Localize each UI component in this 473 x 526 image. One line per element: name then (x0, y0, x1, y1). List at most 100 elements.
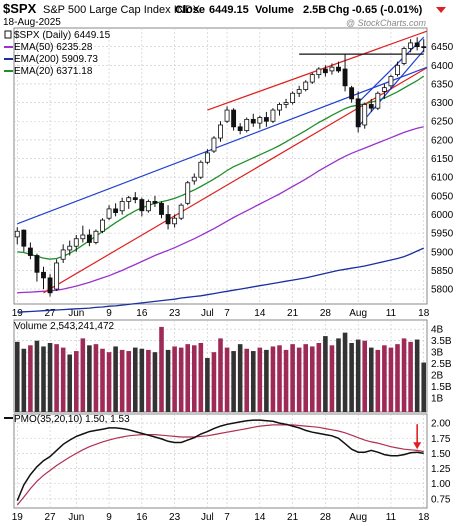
volume-bar (382, 345, 387, 412)
volume-y-tick-label: 1B (431, 394, 444, 405)
x-tick-label: Jul (201, 308, 214, 319)
candle-body (139, 199, 145, 212)
volume-bar (244, 348, 250, 412)
price-y-tick-label: 6450 (431, 42, 454, 53)
arrow-head-icon (413, 442, 422, 450)
candle-body (126, 197, 132, 202)
volume-bar (277, 345, 282, 412)
candle-body (408, 42, 414, 49)
volume-bar (401, 338, 407, 412)
trendline-blue (17, 66, 427, 225)
volume-bar (165, 349, 171, 412)
header-name: S&P 500 Large Cap Index INDX (43, 4, 201, 16)
price-y-tick-label: 6000 (431, 210, 454, 221)
header-chg-value: -0.65 (-0.01%) (352, 4, 423, 16)
x-tick-label: 16 (136, 512, 148, 523)
price-y-tick-label: 6100 (431, 173, 454, 184)
volume-bar (388, 347, 394, 412)
price-y-tick-label: 6350 (431, 79, 454, 90)
pmo-y-tick-label: 1.50 (431, 449, 451, 460)
volume-bar (329, 345, 335, 412)
price-y-tick-label: 5850 (431, 266, 454, 277)
candle-body (316, 68, 322, 76)
price-y-tick-label: 6250 (431, 117, 454, 128)
pmo-y-tick-label: 2.00 (431, 419, 451, 430)
price-panel: 5800 5850 5900 5950 6000 6050 6100 6150 6200 6250… (12, 27, 454, 319)
volume-bar (93, 344, 99, 412)
candle-body (93, 230, 99, 243)
candle-body (198, 161, 204, 178)
pmo-frame (13, 413, 428, 509)
volume-y-tick-label: 1.5B (431, 382, 452, 393)
volume-bar (296, 347, 302, 412)
volume-bar (119, 349, 125, 412)
volume-bar (316, 343, 322, 412)
candle-body (414, 42, 420, 48)
volume-bar (21, 348, 27, 412)
volume-bar (28, 345, 33, 412)
x-tick-label: 18 (418, 308, 430, 319)
candle-body (303, 81, 309, 90)
candle-body (191, 176, 197, 182)
legend-ema20: EMA(20) 6371.18 (14, 66, 93, 77)
x-tick-label: 23 (169, 512, 181, 523)
price-y-tick-label: 5800 (431, 285, 454, 296)
candle-body (355, 98, 361, 128)
volume-bar (126, 351, 132, 412)
pmo-y-tick-label: 1.75 (431, 434, 451, 445)
volume-bar (231, 351, 236, 412)
volume-bar (60, 347, 66, 412)
volume-bar (54, 344, 59, 412)
candle-body (14, 230, 20, 238)
x-tick-label: 27 (44, 308, 56, 319)
candle-body (47, 277, 53, 294)
x-tick-label: Aug (349, 308, 367, 319)
header-volume-label: Volume (255, 4, 294, 16)
volume-bar (309, 346, 315, 412)
candle-body (270, 109, 276, 122)
pmo-signal-line (16, 424, 424, 506)
candle-body (263, 117, 269, 122)
candle-body (73, 238, 79, 247)
volume-bar (100, 348, 105, 412)
volume-bar (80, 338, 86, 412)
x-tick-label: 9 (106, 308, 112, 319)
volume-bar (283, 349, 289, 412)
header-volume-value: 2.5B (303, 4, 326, 16)
candle-body (21, 229, 27, 247)
volume-bar (146, 349, 151, 412)
down-triangle-icon (436, 7, 446, 13)
volume-y-tick-label: 3.5B (431, 336, 452, 347)
volume-bar (73, 351, 79, 412)
pmo-panel-label: PMO(35,20,10) 1.50, 1.53 (14, 414, 130, 425)
volume-bar (14, 341, 20, 412)
volume-bar (362, 340, 368, 412)
volume-bar (172, 346, 177, 412)
legend-price: $SPX (Daily) 6449.15 (14, 30, 111, 41)
candle-body (27, 247, 33, 256)
volume-bar (349, 343, 354, 412)
volume-bar (67, 354, 73, 412)
price-y-tick-label: 6200 (431, 135, 454, 146)
candle-body (329, 66, 335, 72)
volume-y-tick-label: 4B (431, 325, 444, 336)
volume-bar (375, 349, 381, 412)
candle-body (113, 208, 119, 214)
candle-body (421, 46, 427, 49)
price-y-tick-label: 6050 (431, 191, 454, 202)
x-tick-label: 7 (224, 308, 230, 319)
x-tick-label: 7 (224, 512, 230, 523)
volume-bar (198, 343, 204, 412)
trendline-red (43, 66, 427, 294)
chart-header: $SPX S&P 500 Large Cap Index INDX 18-Aug… (3, 1, 446, 28)
candle-body (185, 182, 191, 204)
header-date: 18-Aug-2025 (3, 17, 61, 28)
header-symbol: $SPX (3, 1, 37, 16)
volume-bar (34, 340, 40, 412)
x-tick-label: 21 (287, 512, 299, 523)
volume-bar (264, 349, 269, 412)
price-y-tick-label: 5950 (431, 229, 454, 240)
candle-body (132, 197, 138, 200)
x-tick-label: Aug (349, 512, 367, 523)
